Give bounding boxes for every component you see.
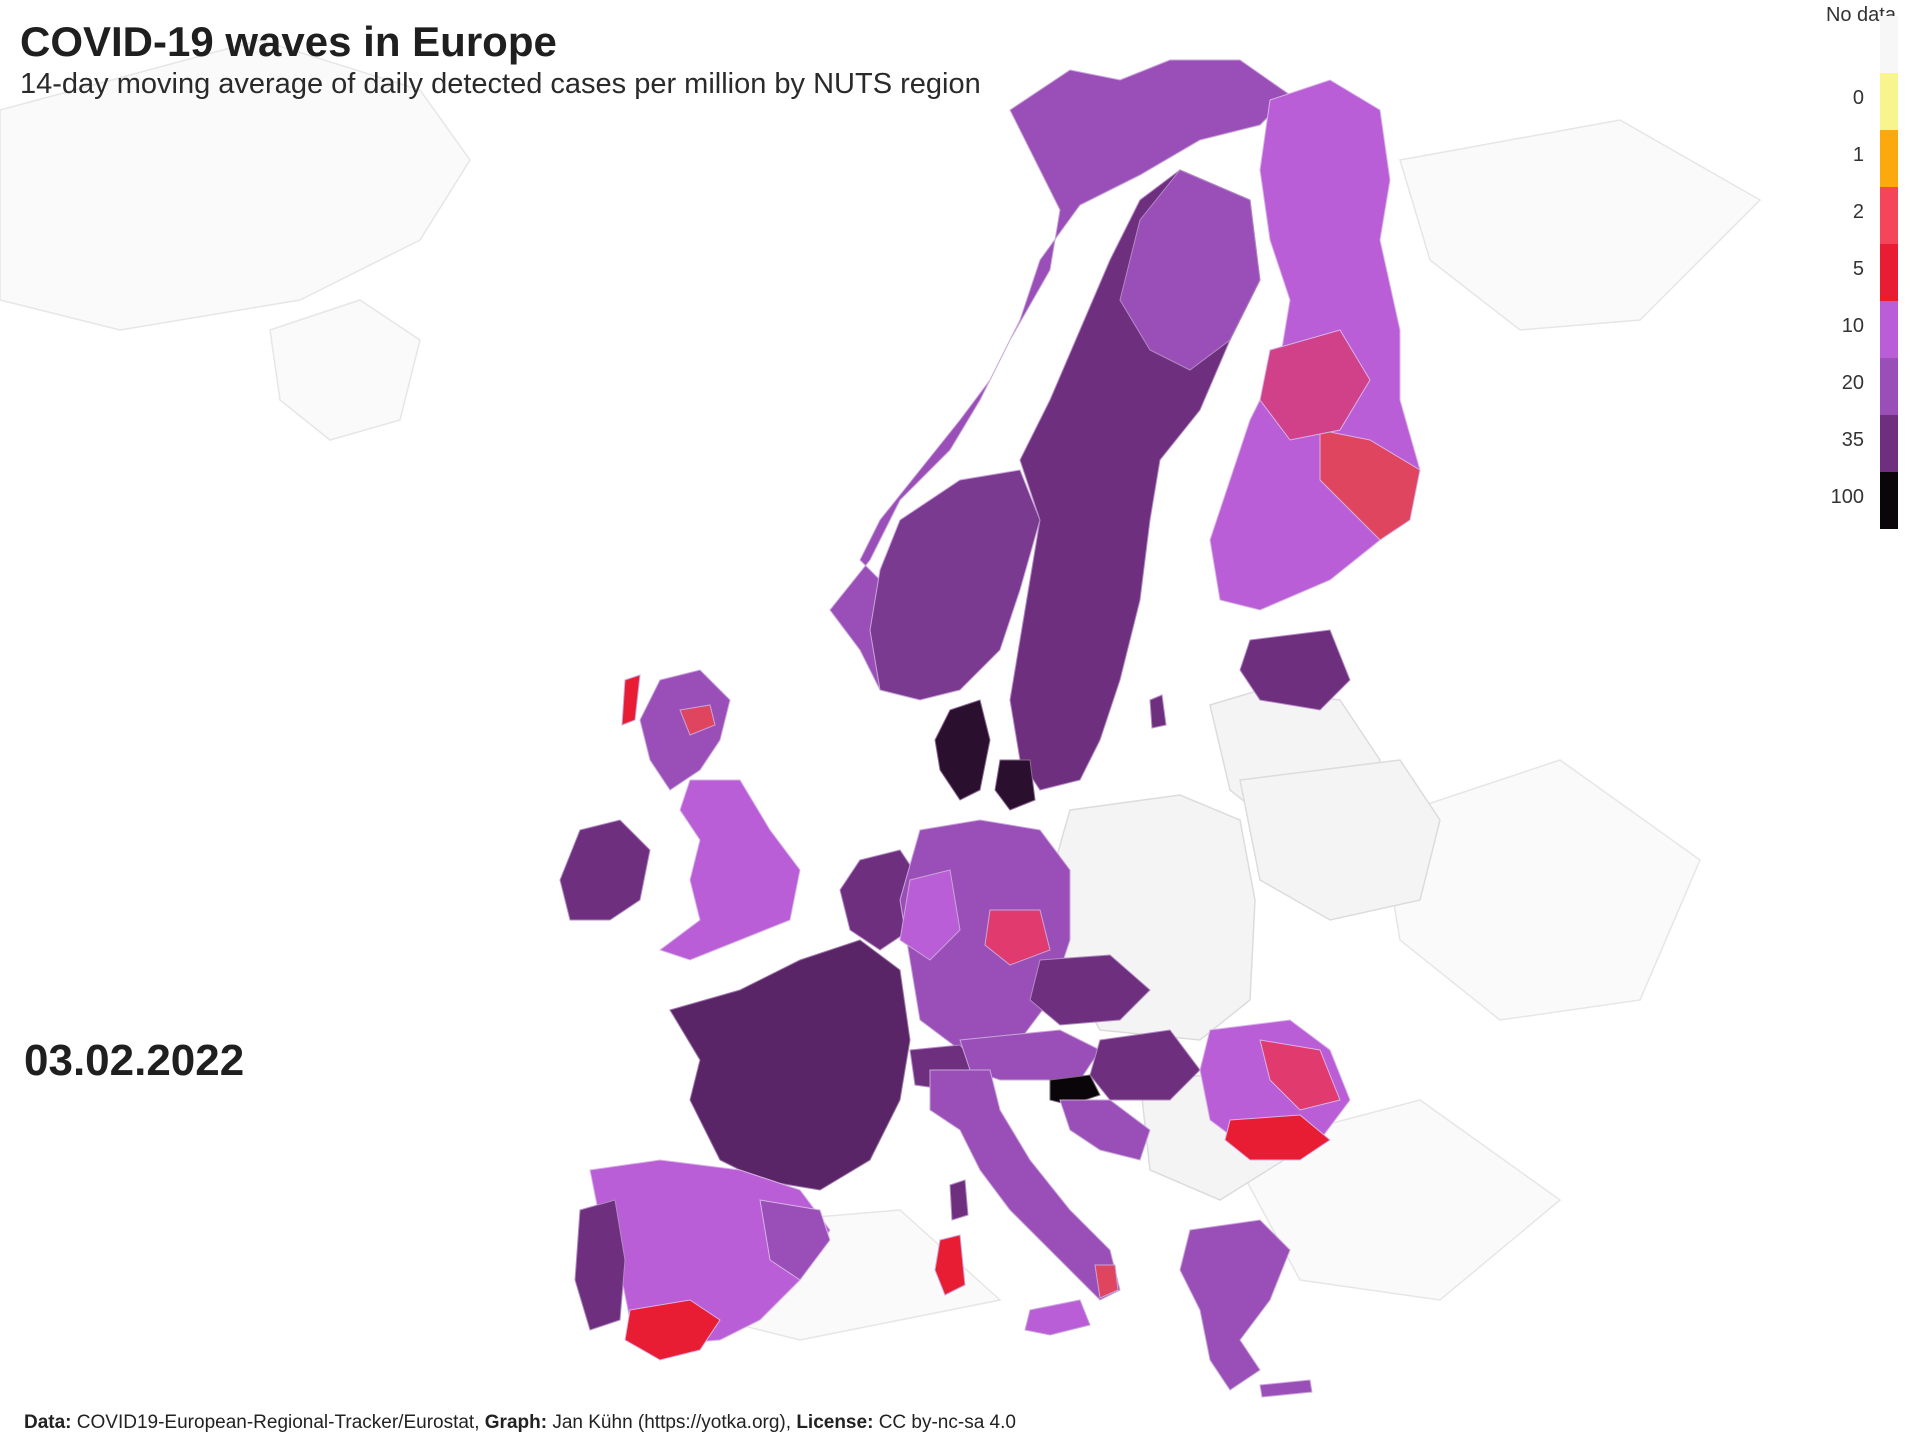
region-sardinia	[934, 1234, 966, 1296]
region-italy-calabria	[1094, 1264, 1119, 1299]
caption: Data: COVID19-European-Regional-Tracker/…	[24, 1412, 1016, 1434]
region-ireland	[559, 819, 651, 921]
region-finland-mid	[1259, 329, 1371, 441]
legend-swatch-0	[1880, 73, 1898, 130]
region-andalusia	[624, 1299, 721, 1361]
caption-license-label: License:	[796, 1412, 874, 1433]
legend-swatch-5	[1880, 244, 1898, 301]
region-spain-east	[759, 1199, 831, 1281]
legend-label-35: 35	[1841, 429, 1864, 451]
region-portugal	[574, 1199, 626, 1331]
legend-label-20: 20	[1841, 372, 1864, 394]
region-greece	[1179, 1219, 1291, 1391]
date-label: 03.02.2022	[24, 1036, 245, 1085]
caption-license-value: CC by-nc-sa 4.0	[878, 1412, 1016, 1433]
region-germany-west	[899, 869, 961, 961]
chart-subtitle: 14-day moving average of daily detected …	[20, 68, 981, 100]
region-croatia	[1059, 1099, 1151, 1161]
region-benelux	[839, 849, 921, 951]
region-scotland	[639, 669, 731, 791]
region-bulgaria	[1224, 1114, 1331, 1161]
caption-graph-value: Jan Kühn (https://yotka.org),	[552, 1412, 792, 1433]
legend-nodata-label: No data	[1825, 4, 1896, 26]
legend-nodata-swatch	[1880, 16, 1898, 73]
region-sicily	[1024, 1299, 1091, 1336]
legend-label-0: 0	[1852, 87, 1864, 109]
region-hebrides	[621, 674, 641, 726]
region-czechia	[1029, 954, 1151, 1026]
region-crete	[1259, 1379, 1313, 1398]
caption-data-label: Data:	[24, 1412, 72, 1433]
region-finland-east	[1319, 429, 1421, 541]
region-england	[658, 779, 801, 961]
region-romania-red	[1259, 1039, 1341, 1111]
region-denmark	[934, 699, 991, 801]
legend-label-100: 100	[1830, 486, 1864, 508]
legend-swatch-35	[1880, 415, 1898, 472]
legend-swatch-100	[1880, 472, 1898, 529]
legend-label-5: 5	[1852, 258, 1864, 280]
legend-swatch-2	[1880, 187, 1898, 244]
region-italy	[929, 1069, 1121, 1301]
region-norway-south	[869, 469, 1041, 701]
region-sweden-north	[1119, 169, 1261, 371]
region-scotland-red	[679, 704, 716, 736]
caption-graph-label: Graph:	[484, 1412, 548, 1433]
region-france	[669, 939, 911, 1191]
legend-label-1: 1	[1852, 144, 1864, 166]
region-denmark-islands	[994, 759, 1036, 811]
chart-title: COVID-19 waves in Europe	[20, 18, 557, 65]
legend-label-2: 2	[1852, 201, 1864, 223]
region-germany-saxony	[984, 909, 1051, 966]
region-estonia	[1239, 629, 1351, 711]
legend-swatch-10	[1880, 301, 1898, 358]
region-gotland	[1149, 694, 1167, 729]
region-corsica	[949, 1179, 969, 1221]
legend-swatch-20	[1880, 358, 1898, 415]
legend-label-10: 10	[1841, 315, 1864, 337]
caption-data-value: COVID19-European-Regional-Tracker/Eurost…	[76, 1412, 480, 1433]
legend-swatch-1	[1880, 130, 1898, 187]
